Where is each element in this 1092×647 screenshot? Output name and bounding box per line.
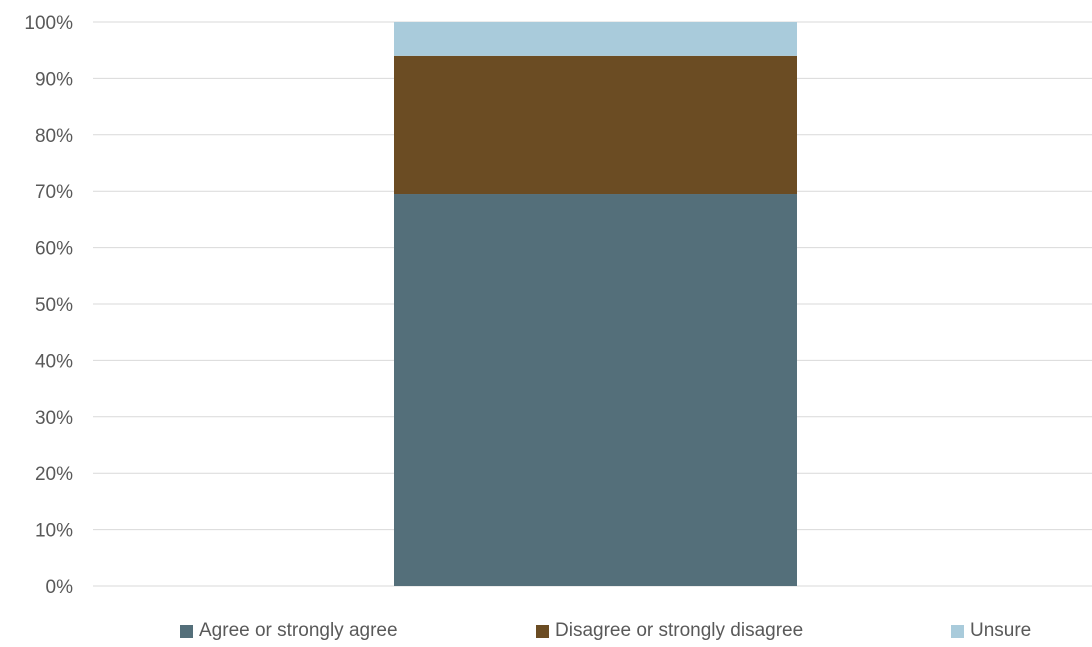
y-tick-label: 70% — [35, 182, 73, 203]
y-tick-label: 30% — [35, 408, 73, 429]
bar-segment-agree-or-strongly-agree — [394, 194, 797, 586]
legend-swatch-agree — [180, 624, 193, 638]
legend-label-agree: Agree or strongly agree — [199, 620, 398, 641]
bar-segment-unsure — [394, 22, 797, 56]
legend-swatch-disagree — [536, 624, 549, 638]
legend-swatch-unsure — [951, 624, 964, 638]
y-tick-label: 10% — [35, 521, 73, 542]
y-tick-label: 100% — [24, 13, 73, 34]
legend-item-unsure: Unsure — [951, 620, 1031, 642]
y-tick-label: 40% — [35, 351, 73, 372]
y-tick-label: 90% — [35, 69, 73, 90]
y-tick-label: 80% — [35, 126, 73, 147]
legend-item-disagree: Disagree or strongly disagree — [536, 620, 803, 642]
bar-segments — [394, 22, 797, 586]
y-tick-label: 0% — [46, 577, 74, 598]
legend: Agree or strongly agree Disagree or stro… — [0, 620, 1092, 646]
y-tick-label: 50% — [35, 295, 73, 316]
legend-item-agree: Agree or strongly agree — [180, 620, 398, 642]
y-tick-label: 60% — [35, 239, 73, 260]
legend-label-unsure: Unsure — [970, 620, 1032, 641]
bar-segment-disagree-or-strongly-disagree — [394, 55, 797, 195]
y-tick-label: 20% — [35, 464, 73, 485]
stacked-bar-chart: 0% 10% 20% 30% 40% 50% 60% 70% 80% 90% 100% — [24, 13, 1092, 598]
legend-label-disagree: Disagree or strongly disagree — [555, 620, 804, 641]
y-axis-tick-labels: 0% 10% 20% 30% 40% 50% 60% 70% 80% 90% 100% — [24, 13, 73, 598]
